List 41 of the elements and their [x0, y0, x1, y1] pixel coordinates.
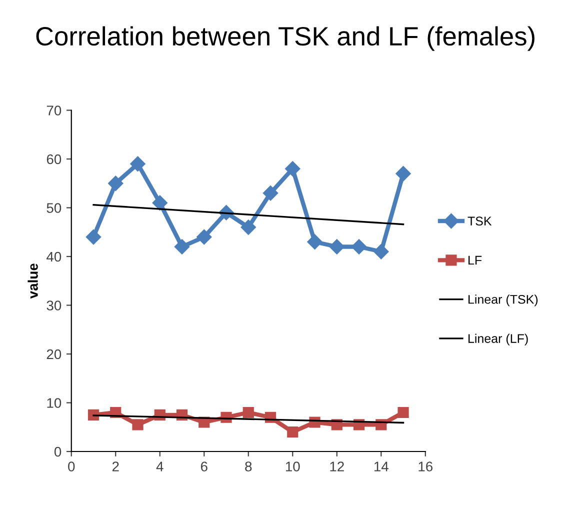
chart-title: Correlation between TSK and LF (females) [36, 26, 534, 51]
y-tick-label: 50 [46, 203, 62, 213]
y-tick-label: 20 [46, 349, 62, 360]
point [287, 426, 298, 438]
x-tick-label: 8 [245, 462, 252, 472]
y-axis-title: value [28, 264, 38, 299]
point [130, 156, 146, 172]
point [285, 161, 300, 176]
y-tick-label: 70 [46, 106, 62, 116]
legend-label: Linear (TSK) [468, 294, 538, 306]
point [240, 220, 256, 235]
x-tick-label: 12 [330, 462, 344, 472]
x-tick-label: 6 [200, 462, 208, 472]
x-tick-label: 2 [112, 462, 119, 472]
point [262, 186, 278, 201]
y-tick-label: 10 [47, 398, 62, 408]
y-tick-label: 40 [46, 252, 62, 262]
point [374, 244, 389, 260]
point [152, 195, 168, 210]
point [307, 234, 322, 250]
y-tick-label: 60 [46, 154, 62, 164]
point [108, 176, 124, 191]
legend-label: TSK [468, 216, 492, 226]
point [132, 419, 144, 430]
point [86, 229, 102, 245]
x-tick-label: 16 [418, 462, 433, 472]
point [196, 229, 212, 245]
legend-label: LF [468, 256, 482, 265]
point [329, 239, 344, 254]
y-tick-label: 0 [54, 446, 62, 457]
point [174, 239, 190, 254]
legend-label: Linear (LF) [468, 334, 528, 346]
x-tick-label: 4 [156, 462, 164, 472]
point [398, 406, 409, 418]
x-tick-label: 14 [374, 462, 388, 472]
point [351, 239, 367, 254]
x-tick-label: 0 [68, 462, 75, 472]
point [396, 166, 411, 182]
y-tick-label: 30 [46, 300, 62, 310]
x-tick-label: 10 [286, 462, 300, 472]
point [242, 406, 254, 418]
